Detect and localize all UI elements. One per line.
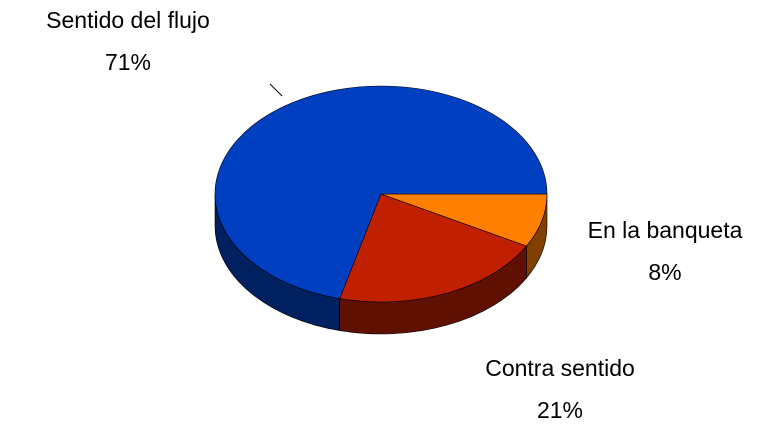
- slice-label: En la banqueta: [588, 217, 743, 243]
- slice-label: Sentido del flujo: [46, 7, 210, 33]
- slice: [214, 85, 548, 299]
- slice-value-label: 21%: [537, 397, 583, 423]
- slice-value-label: 8%: [648, 259, 681, 285]
- slice-value-label: 71%: [105, 49, 151, 75]
- slice-label: Contra sentido: [485, 355, 635, 381]
- slice: [339, 193, 527, 303]
- leader-line: [269, 83, 283, 97]
